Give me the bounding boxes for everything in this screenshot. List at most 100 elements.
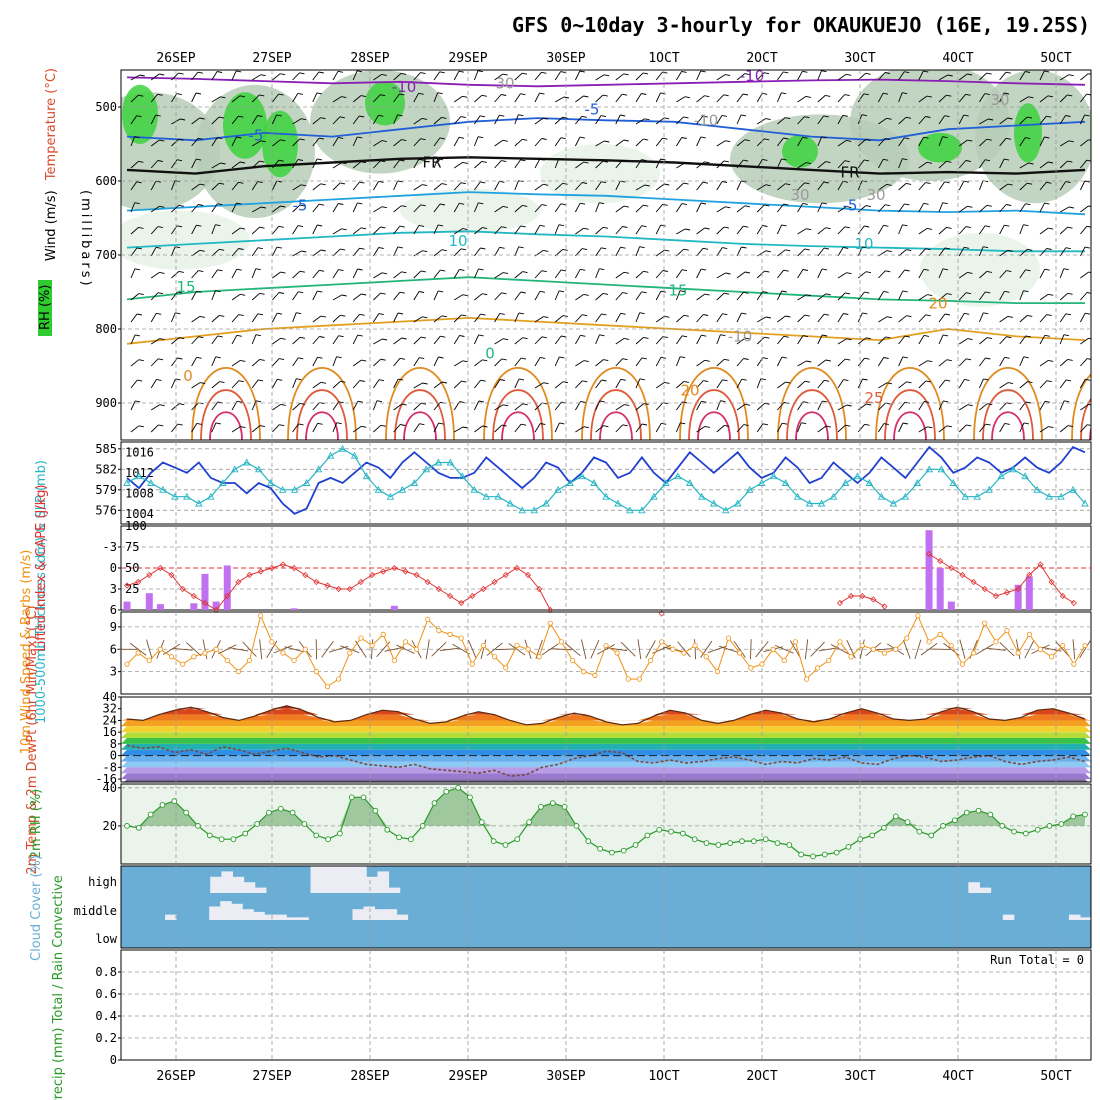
- wind-barb-flag: [1087, 358, 1091, 360]
- wind-barb: [150, 160, 159, 169]
- wind-barb-flag: [643, 204, 649, 207]
- wind-barb: [534, 225, 541, 235]
- wind-barb: [999, 92, 1005, 103]
- wind-barb: [817, 268, 823, 279]
- wind-barb: [433, 381, 443, 389]
- warm-isotherm: [875, 367, 945, 440]
- wind-barb-flag: [925, 380, 931, 383]
- wind-barb: [373, 424, 382, 433]
- warm-isotherm: [590, 389, 642, 440]
- wind-barb-flag: [803, 401, 809, 404]
- wind-barb: [231, 314, 240, 323]
- wind-barb-flag: [239, 95, 245, 98]
- wind-barb: [696, 161, 705, 169]
- wind-barb: [130, 94, 139, 103]
- thickness-point: [518, 506, 526, 514]
- wind-barb-10m: [1079, 640, 1091, 658]
- wind-barb: [514, 180, 519, 191]
- wind-barb-flag: [821, 136, 827, 139]
- lifted-cape-label: Lifted Index & CAPE (J/kg): [34, 484, 49, 651]
- wind-barb: [776, 356, 783, 367]
- wind-barb-flag: [559, 290, 565, 293]
- wind-barb-flag: [559, 422, 565, 425]
- wind-barb: [373, 247, 380, 257]
- thickness-point: [566, 479, 574, 486]
- wind-barb: [575, 269, 581, 279]
- wind-barb-flag: [217, 269, 223, 272]
- wind-barb: [777, 71, 784, 81]
- wind-barb-flag: [927, 227, 933, 230]
- wind-barb-10m: [830, 644, 849, 655]
- temperature-band: [121, 708, 1091, 715]
- wind-barb: [494, 73, 503, 81]
- wind-barb: [979, 72, 987, 81]
- wind-barb-flag: [539, 92, 545, 95]
- wind-barb-flag: [762, 291, 768, 294]
- wind-barb-flag: [1067, 226, 1073, 229]
- wind-barb-flag: [420, 204, 426, 207]
- lifted-index-point: [458, 599, 465, 607]
- wind-barb: [372, 400, 378, 411]
- wind-barb-flag: [478, 136, 484, 139]
- wind-barb-flag: [337, 70, 344, 73]
- wind-barb-flag: [844, 94, 850, 97]
- wind-barb: [554, 422, 560, 433]
- wind-barb: [130, 268, 136, 279]
- wind-barb: [938, 379, 946, 389]
- wind-barb-flag: [620, 114, 626, 117]
- wind-speed-point: [447, 631, 453, 637]
- wind-barb-flag: [942, 136, 948, 139]
- wind-barb: [150, 139, 160, 147]
- wind-barb-flag: [418, 224, 425, 227]
- wind-barb-flag: [884, 72, 891, 74]
- wind-barb: [958, 247, 965, 257]
- wind-barb: [453, 360, 464, 367]
- rh-point: [348, 794, 355, 801]
- wind-barb-flag: [925, 116, 931, 118]
- wind-barb-flag: [862, 246, 868, 249]
- rh-point: [1058, 821, 1065, 827]
- wind-barb-flag: [725, 272, 731, 275]
- wind-barb-flag: [622, 226, 628, 228]
- wind-barb: [898, 137, 905, 147]
- wind-barb: [898, 71, 905, 81]
- wind-barb: [1039, 335, 1046, 345]
- wind-barb: [776, 290, 783, 301]
- wind-barb-flag: [1068, 74, 1074, 77]
- lifted-index-point: [346, 585, 353, 593]
- wind-barb: [352, 136, 358, 147]
- wind-barb: [1039, 182, 1047, 191]
- wind-barb-flag: [622, 93, 628, 96]
- wind-barb-flag: [138, 425, 144, 428]
- wind-barb: [756, 159, 763, 169]
- wind-barb-flag: [560, 203, 566, 206]
- wind-barb: [191, 316, 201, 323]
- thickness-point: [494, 492, 502, 500]
- wind-barb-flag: [865, 72, 871, 75]
- wind-speed-point: [982, 620, 988, 626]
- pressure-axis-title: (millibars): [78, 190, 93, 289]
- lifted-index-point: [925, 550, 933, 558]
- wind-barb-flag: [177, 357, 183, 360]
- wind-barb-flag: [985, 423, 991, 426]
- rh-point: [798, 851, 804, 858]
- wind-barb: [1019, 137, 1026, 147]
- thickness-point: [817, 499, 826, 507]
- wind-speed-point: [826, 657, 832, 664]
- wind-barb: [999, 183, 1008, 191]
- wind-barb: [979, 159, 986, 169]
- y-tick-label: 32: [103, 702, 117, 716]
- wind-barb: [373, 206, 383, 213]
- wind-barb: [312, 402, 320, 411]
- wind-barb: [756, 72, 765, 81]
- wind-barb-flag: [481, 160, 487, 163]
- wind-barb-flag: [460, 182, 467, 185]
- wind-barb: [1059, 140, 1070, 147]
- wind-barb: [413, 291, 420, 301]
- wind-barb-flag: [419, 357, 425, 360]
- wind-barb-flag: [967, 338, 973, 341]
- wind-barb: [878, 159, 884, 169]
- wind-barb: [635, 270, 644, 279]
- wind-barb-flag: [864, 423, 870, 426]
- warm-isotherm: [982, 389, 1034, 440]
